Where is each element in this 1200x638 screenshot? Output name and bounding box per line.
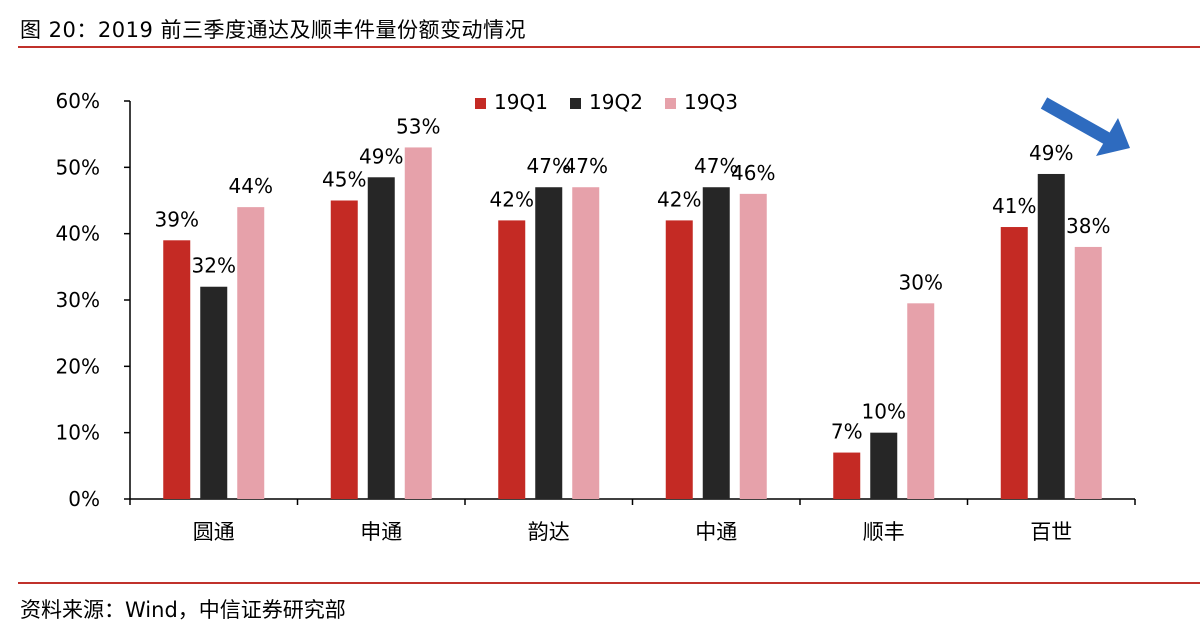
- arrow-head: [1096, 118, 1130, 156]
- data-label: 32%: [192, 254, 236, 278]
- data-label: 49%: [359, 144, 403, 168]
- bar-19q2: [200, 286, 228, 499]
- data-label: 47%: [564, 154, 608, 178]
- bar-19q2: [870, 432, 898, 499]
- y-tick-label: 20%: [56, 354, 100, 378]
- plot-area: 0%10%20%30%40%50%60%圆通39%32%44%申通45%49%5…: [56, 89, 1136, 544]
- bar-chart: 0%10%20%30%40%50%60%圆通39%32%44%申通45%49%5…: [56, 89, 1136, 544]
- y-tick-label: 30%: [56, 288, 100, 312]
- data-label: 46%: [731, 161, 775, 185]
- data-label: 49%: [1029, 141, 1073, 165]
- x-category-label: 顺丰: [863, 520, 905, 544]
- bar-19q3: [237, 207, 265, 499]
- y-tick-label: 0%: [68, 487, 100, 511]
- data-label: 39%: [155, 207, 199, 231]
- bar-19q3: [404, 147, 432, 499]
- bar-19q1: [330, 200, 358, 499]
- title-divider: [18, 46, 1200, 48]
- arrow-shaft: [1040, 97, 1112, 145]
- data-label: 42%: [657, 187, 701, 211]
- data-label: 42%: [490, 187, 534, 211]
- x-category-label: 圆通: [193, 520, 235, 544]
- bar-19q1: [833, 452, 861, 499]
- x-category-label: 中通: [695, 520, 737, 544]
- footer-divider: [18, 582, 1200, 584]
- data-label: 30%: [899, 270, 943, 294]
- bar-19q1: [1000, 227, 1028, 500]
- legend-swatch-19q3: [665, 98, 676, 109]
- legend-swatch-19q2: [570, 98, 581, 109]
- x-category-label: 百世: [1030, 520, 1072, 544]
- data-label: 47%: [694, 154, 738, 178]
- y-tick-label: 10%: [56, 421, 100, 445]
- data-label: 41%: [992, 194, 1036, 218]
- data-label: 7%: [831, 420, 863, 444]
- x-category-label: 申通: [360, 520, 402, 544]
- y-tick-label: 40%: [56, 222, 100, 246]
- bar-19q1: [665, 220, 693, 499]
- y-tick-label: 50%: [56, 155, 100, 179]
- data-label: 47%: [527, 154, 571, 178]
- x-category-label: 韵达: [528, 520, 570, 544]
- bar-19q3: [907, 303, 935, 499]
- source-note: 资料来源：Wind，中信证券研究部: [20, 598, 346, 622]
- bar-19q2: [535, 187, 563, 499]
- legend-swatch-19q1: [475, 98, 486, 109]
- bar-19q2: [1037, 173, 1065, 499]
- legend-label-19q1: 19Q1: [494, 90, 548, 114]
- legend-label-19q2: 19Q2: [589, 90, 643, 114]
- bar-19q1: [498, 220, 526, 499]
- bar-19q3: [572, 187, 600, 499]
- legend-label-19q3: 19Q3: [684, 90, 738, 114]
- trend-arrow-icon: [1040, 97, 1130, 156]
- data-label: 45%: [322, 168, 366, 192]
- bar-19q3: [1074, 246, 1102, 499]
- bar-19q2: [702, 187, 730, 499]
- chart-legend: 19Q1 19Q2 19Q3: [475, 90, 738, 114]
- figure-title: 图 20：2019 前三季度通达及顺丰件量份额变动情况: [20, 18, 527, 42]
- data-label: 38%: [1066, 214, 1110, 238]
- bar-19q2: [367, 177, 395, 500]
- bar-19q1: [163, 240, 191, 500]
- y-tick-label: 60%: [56, 89, 100, 113]
- data-label: 53%: [396, 114, 440, 138]
- data-label: 44%: [229, 174, 273, 198]
- data-label: 10%: [862, 400, 906, 424]
- bar-19q3: [739, 193, 767, 499]
